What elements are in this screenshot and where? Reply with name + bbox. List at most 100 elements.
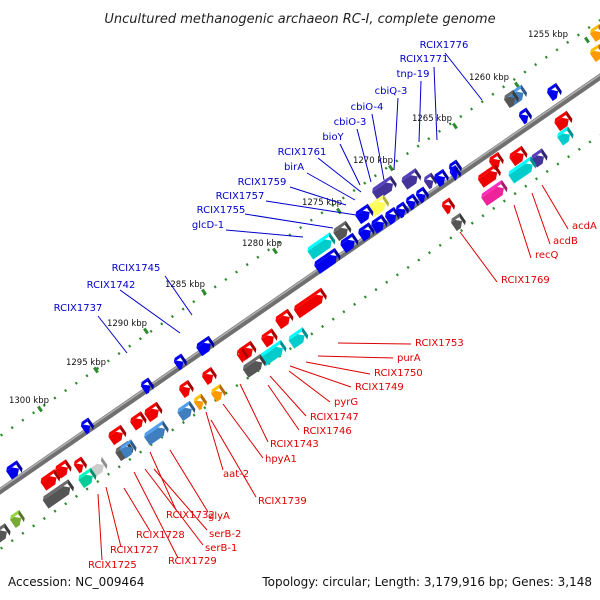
reverse-label-leader <box>153 468 208 531</box>
reverse-gene-label: acdB <box>553 236 578 247</box>
reverse-gene <box>10 509 25 528</box>
reverse-label-leader <box>133 471 179 559</box>
tick-label: 1280 kbp <box>242 239 282 249</box>
reverse-gene-label: acdA <box>572 221 597 232</box>
reverse-label-leader <box>169 449 209 513</box>
reverse-gene <box>108 424 127 446</box>
forward-label-leader <box>371 113 385 181</box>
forward-label-leader <box>317 157 362 193</box>
reverse-gene <box>531 148 548 168</box>
reverse-gene <box>144 420 169 446</box>
forward-gene <box>423 172 437 190</box>
forward-gene-label: glcD-1 <box>192 220 224 231</box>
forward-label-leader <box>225 229 304 238</box>
forward-gene <box>385 206 400 225</box>
tick-mark <box>388 164 394 172</box>
reverse-gene-label: hpyA1 <box>265 454 297 465</box>
forward-gene-label: tnp-19 <box>397 69 430 80</box>
forward-gene-label: RCIX1776 <box>420 40 469 51</box>
reverse-label-leader <box>105 486 122 548</box>
reverse-gene-label: RCIX1739 <box>258 496 307 507</box>
forward-gene <box>173 353 187 371</box>
tick-label: 1260 kbp <box>469 73 509 83</box>
forward-gene <box>449 165 462 181</box>
accession-text: Accession: NC_009464 <box>8 575 144 589</box>
reverse-gene <box>275 308 294 330</box>
reverse-gene <box>236 347 249 363</box>
reverse-gene <box>557 126 574 146</box>
forward-gene-label: RCIX1745 <box>112 263 161 274</box>
tick-mark <box>452 122 458 130</box>
reverse-gene <box>211 383 226 402</box>
reverse-gene <box>288 327 309 349</box>
reverse-gene-label: RCIX1769 <box>501 275 550 286</box>
forward-gene <box>372 175 397 201</box>
reverse-gene <box>78 467 97 489</box>
reverse-gene <box>202 366 217 385</box>
forward-label-leader <box>119 289 181 334</box>
forward-gene <box>314 247 341 274</box>
forward-gene-label: RCIX1771 <box>400 54 449 65</box>
forward-gene-label: RCIX1755 <box>197 205 246 216</box>
reverse-gene <box>590 43 600 62</box>
forward-gene <box>333 220 352 242</box>
reverse-gene-label: serB-1 <box>205 543 237 554</box>
reverse-label-leader <box>513 204 532 259</box>
reverse-label-leader <box>222 403 264 459</box>
forward-strand-genes <box>6 23 600 480</box>
reverse-label-leader <box>317 355 394 359</box>
forward-gene-label: RCIX1761 <box>278 147 327 158</box>
reverse-gene-label: serB-2 <box>209 529 241 540</box>
reverse-label-leader <box>144 468 204 546</box>
reverse-gene-label: RCIX1725 <box>88 560 137 571</box>
reverse-label-leader <box>269 375 307 417</box>
forward-label-leader <box>289 186 347 206</box>
reverse-gene <box>55 459 72 479</box>
forward-gene <box>590 23 600 42</box>
map-title: Uncultured methanogenic archaeon RC-I, c… <box>104 12 495 27</box>
tick-label: 1285 kbp <box>165 280 205 290</box>
forward-gene-labels: RCIX1776 RCIX1771 tnp-19 cbiQ-3 cbiO-4 cbiO-3… <box>54 40 483 354</box>
tick-mark <box>143 327 149 335</box>
forward-label-leader <box>393 97 399 171</box>
reverse-gene-label: RCIX1753 <box>415 338 464 349</box>
forward-gene <box>547 82 562 101</box>
reverse-gene <box>293 287 327 319</box>
forward-gene <box>355 203 374 225</box>
reverse-label-leader <box>205 411 224 471</box>
tick-label: 1270 kbp <box>353 156 393 166</box>
scale-ring-inner <box>0 133 600 551</box>
reverse-gene <box>42 479 74 509</box>
reverse-gene <box>177 400 196 422</box>
reverse-strand-genes <box>0 43 600 543</box>
kbp-ticks: 1255 kbp 1260 kbp 1265 kbp 1270 kbp 1275 kbp… <box>9 30 590 413</box>
reverse-gene <box>509 145 528 167</box>
reverse-gene <box>508 156 537 184</box>
tick-label: 1255 kbp <box>528 30 568 40</box>
reverse-label-leader <box>288 370 331 403</box>
forward-gene-label: cbiO-4 <box>351 102 384 113</box>
genome-summary: Topology: circular; Length: 3,179,916 bp… <box>261 575 592 589</box>
reverse-gene-label: RCIX1747 <box>310 412 359 423</box>
forward-gene-label: RCIX1742 <box>87 280 136 291</box>
tick-label: 1290 kbp <box>107 319 147 329</box>
forward-gene <box>358 222 375 242</box>
forward-gene-label: RCIX1759 <box>238 177 287 188</box>
reverse-gene <box>40 469 61 491</box>
forward-gene <box>140 377 154 395</box>
reverse-gene <box>179 379 194 398</box>
reverse-label-leader <box>289 365 352 388</box>
forward-gene <box>395 201 409 219</box>
forward-label-leader <box>265 200 357 216</box>
forward-gene-label: cbiQ-3 <box>375 86 408 97</box>
forward-gene <box>434 168 449 187</box>
forward-label-leader <box>356 128 372 183</box>
tick-label: 1300 kbp <box>9 396 49 406</box>
reverse-label-leader <box>239 383 269 443</box>
forward-gene <box>405 193 419 211</box>
forward-label-leader <box>306 172 356 201</box>
reverse-label-leader <box>337 342 412 345</box>
reverse-gene-label: glyA <box>208 511 230 522</box>
reverse-label-leader <box>149 451 177 511</box>
